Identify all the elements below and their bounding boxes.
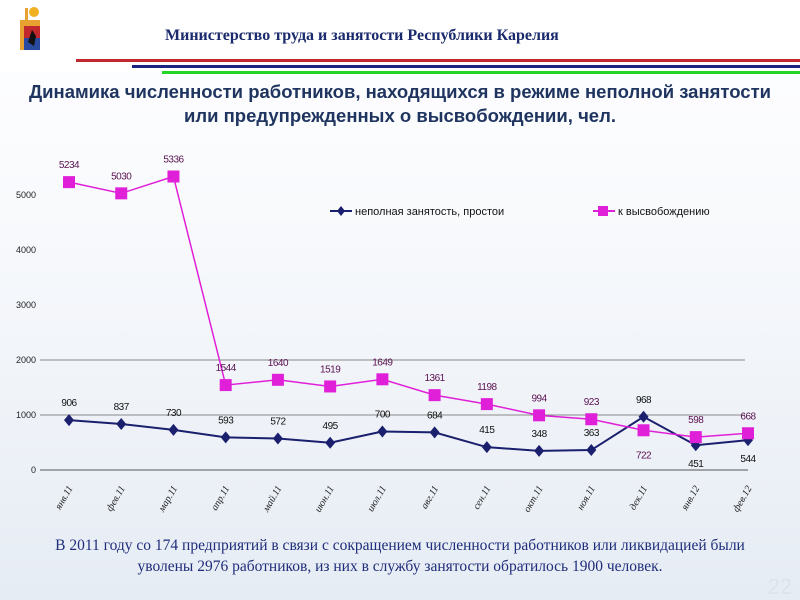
diamond-marker bbox=[272, 432, 283, 445]
data-label: 598 bbox=[688, 415, 704, 426]
square-marker bbox=[585, 413, 598, 426]
slide-title: Динамика численности работников, находящ… bbox=[28, 81, 772, 126]
diamond-marker bbox=[377, 425, 388, 438]
stripe-red bbox=[76, 59, 800, 62]
x-tick-label: мар.11 bbox=[156, 484, 180, 515]
legend-square-icon bbox=[598, 206, 608, 216]
x-tick-label: янв.11 bbox=[53, 484, 76, 513]
square-marker bbox=[63, 176, 75, 189]
data-label: 348 bbox=[531, 429, 547, 440]
x-tick-label: май.11 bbox=[260, 484, 284, 515]
data-label: 5336 bbox=[163, 155, 184, 166]
square-marker bbox=[689, 431, 702, 444]
data-label: 668 bbox=[740, 411, 756, 422]
square-marker bbox=[219, 379, 232, 392]
y-tick-label: 3000 bbox=[16, 300, 36, 310]
diamond-marker bbox=[116, 417, 127, 430]
x-tick-label: апр.11 bbox=[209, 484, 232, 513]
diamond-marker bbox=[325, 436, 336, 449]
diamond-marker bbox=[534, 444, 545, 457]
data-label: 5234 bbox=[59, 160, 80, 171]
data-label: 906 bbox=[61, 398, 77, 409]
square-marker bbox=[480, 398, 493, 411]
stripe-blue bbox=[132, 65, 800, 68]
x-tick-label: фев.11 bbox=[104, 484, 127, 513]
data-label: 837 bbox=[114, 402, 130, 413]
legend-label: неполная занятость, простои bbox=[355, 206, 504, 218]
x-tick-label: окт.11 bbox=[522, 484, 546, 514]
footer-text: В 2011 году со 174 предприятий в связи с… bbox=[55, 537, 745, 575]
x-tick-label: сен.11 bbox=[471, 484, 493, 512]
data-label: 1361 bbox=[424, 373, 445, 384]
data-label: 1640 bbox=[268, 358, 289, 369]
y-tick-label: 4000 bbox=[16, 245, 36, 255]
data-label: 923 bbox=[584, 397, 600, 408]
data-label: 451 bbox=[688, 459, 704, 470]
x-tick-label: дек.11 bbox=[628, 484, 651, 512]
legend-label: к высвобождению bbox=[618, 206, 710, 218]
data-label: 968 bbox=[636, 395, 652, 406]
y-tick-label: 0 bbox=[31, 465, 36, 475]
data-label: 363 bbox=[584, 428, 600, 439]
data-label: 5030 bbox=[111, 171, 132, 182]
diamond-marker bbox=[168, 423, 179, 436]
karelia-coat-of-arms-icon bbox=[20, 7, 40, 50]
square-marker bbox=[742, 427, 754, 440]
ministry-name: Министерство труда и занятости Республик… bbox=[165, 27, 559, 44]
diamond-marker bbox=[429, 426, 440, 439]
diamond-marker bbox=[220, 431, 231, 444]
stripe-green bbox=[162, 71, 800, 74]
y-tick-label: 5000 bbox=[16, 190, 36, 200]
series-line-part-time bbox=[68, 415, 749, 452]
data-label: 1519 bbox=[320, 364, 341, 375]
x-tick-label: авг.11 bbox=[419, 484, 441, 511]
square-marker bbox=[428, 389, 441, 402]
square-marker bbox=[167, 170, 180, 183]
diamond-marker bbox=[638, 410, 649, 423]
data-label: 593 bbox=[218, 415, 234, 426]
x-tick-label: июн.11 bbox=[313, 484, 337, 514]
diamond-marker bbox=[586, 444, 597, 457]
x-tick-label: ноя.11 bbox=[575, 484, 598, 512]
data-label: 495 bbox=[323, 421, 339, 432]
y-tick-label: 2000 bbox=[16, 355, 36, 365]
data-label: 684 bbox=[427, 410, 443, 421]
data-label: 1649 bbox=[372, 357, 393, 368]
data-label: 700 bbox=[375, 410, 391, 421]
data-label: 544 bbox=[740, 454, 756, 465]
square-marker bbox=[324, 380, 337, 393]
data-label: 722 bbox=[636, 450, 652, 461]
diamond-marker bbox=[64, 414, 74, 427]
x-tick-label: фев.12 bbox=[731, 484, 755, 514]
y-tick-label: 1000 bbox=[16, 410, 36, 420]
page-number: 22 bbox=[767, 574, 792, 599]
data-label: 994 bbox=[531, 393, 547, 404]
square-marker bbox=[115, 187, 128, 200]
data-label: 1544 bbox=[216, 363, 237, 374]
diamond-marker bbox=[481, 441, 492, 454]
series-line-release bbox=[68, 175, 749, 438]
data-label: 572 bbox=[270, 417, 286, 428]
square-marker bbox=[376, 373, 389, 386]
legend-diamond-icon bbox=[337, 206, 345, 216]
square-marker bbox=[533, 409, 546, 422]
data-label: 730 bbox=[166, 408, 182, 419]
x-tick-label: янв.12 bbox=[679, 484, 702, 513]
square-marker bbox=[637, 424, 650, 437]
line-chart: 0 1000 2000 3000 4000 5000 янв.11 фев.11 мар.11 а… bbox=[16, 155, 757, 515]
x-tick-label: июл.11 bbox=[365, 484, 388, 514]
data-label: 1198 bbox=[477, 382, 497, 393]
data-label: 415 bbox=[479, 425, 495, 436]
square-marker bbox=[271, 373, 284, 386]
